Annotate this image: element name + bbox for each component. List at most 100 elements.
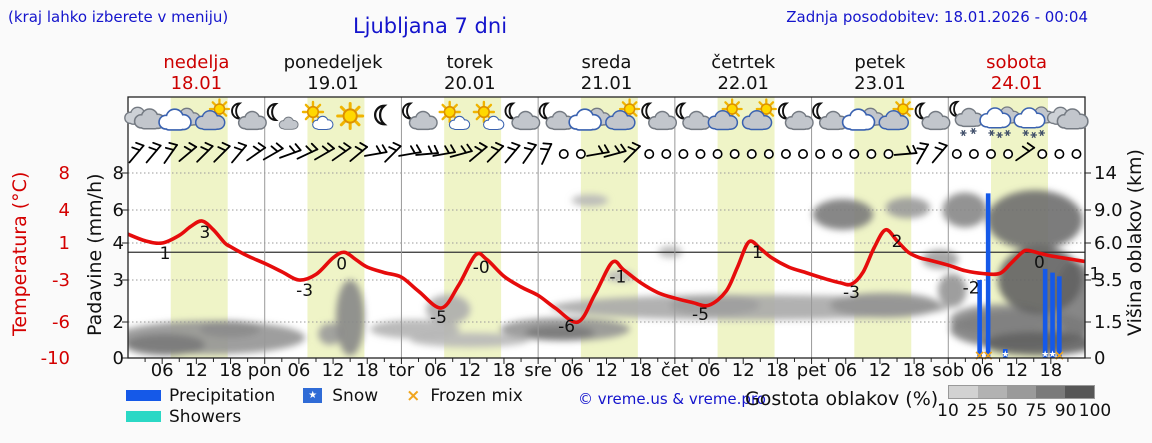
legend: Precipitation ★ Snow × Frozen mix Showers bbox=[126, 386, 551, 428]
wind-barb-icon bbox=[178, 142, 198, 162]
wind-barb-icon bbox=[603, 143, 627, 158]
cloud-density-tick-label: 100 bbox=[1078, 401, 1112, 421]
weather-icon-moon-cloud bbox=[778, 102, 814, 131]
wind-barb-icon bbox=[163, 142, 178, 164]
temp-value-label: -5 bbox=[430, 308, 447, 328]
temp-axis-tick: -6 bbox=[52, 312, 70, 333]
calm-wind-icon bbox=[695, 149, 706, 160]
calm-wind-icon bbox=[968, 149, 979, 160]
day-abbrev-label: pet bbox=[797, 360, 827, 381]
frozen-mix-legend-label: Frozen mix bbox=[430, 385, 523, 406]
temp-axis-tick: 8 bbox=[59, 163, 70, 184]
calm-wind-icon bbox=[866, 149, 877, 160]
temp-value-label: -0 bbox=[473, 258, 490, 278]
temp-value-label: -2 bbox=[963, 279, 980, 299]
temp-axis-tick: 4 bbox=[59, 200, 70, 221]
frozen-mix-icon: × bbox=[406, 385, 421, 406]
hour-label: 06 bbox=[971, 360, 994, 381]
hour-label: 18 bbox=[1039, 360, 1062, 381]
wind-barb-icon bbox=[1015, 142, 1036, 162]
wind-barb-icon bbox=[586, 144, 610, 157]
calm-wind-icon bbox=[986, 149, 997, 160]
temp-value-label: 3 bbox=[199, 223, 210, 243]
calm-wind-icon bbox=[558, 149, 569, 160]
cloud-density-segment bbox=[1036, 386, 1065, 398]
weather-icon-sun-cloud-small bbox=[472, 100, 505, 131]
weather-icon-sun-cloud-small bbox=[301, 100, 334, 131]
snow-swatch: ★ bbox=[303, 388, 323, 403]
weather-icon-cloud-blue bbox=[568, 107, 611, 131]
copyright-link[interactable]: © vreme.us & vreme.pro bbox=[578, 390, 766, 408]
hour-label: 12 bbox=[595, 360, 618, 381]
hour-label: 06 bbox=[834, 360, 857, 381]
temp-value-label: -3 bbox=[296, 281, 313, 301]
weather-icon-cloud-blue bbox=[841, 107, 885, 131]
frozen-mix-marker: × bbox=[974, 348, 986, 364]
hour-label: 12 bbox=[1005, 360, 1028, 381]
hour-label: 18 bbox=[629, 360, 652, 381]
hour-label: 18 bbox=[219, 360, 242, 381]
temp-value-label: 0 bbox=[336, 254, 347, 274]
temp-value-label: -6 bbox=[558, 317, 575, 337]
precip-axis-tick: 0 bbox=[113, 348, 124, 369]
snow-legend-label: Snow bbox=[332, 385, 379, 406]
day-date: 24.01 bbox=[991, 73, 1043, 94]
wind-barb-icon bbox=[469, 142, 488, 162]
hour-label: 12 bbox=[868, 360, 891, 381]
weather-icon-cloud-snow bbox=[979, 106, 1021, 139]
hour-label: 18 bbox=[766, 360, 789, 381]
wind-barb-icon bbox=[246, 142, 267, 162]
precipitation-legend-label: Precipitation bbox=[169, 385, 276, 406]
wind-barb-icon bbox=[364, 144, 388, 157]
calm-wind-icon bbox=[712, 149, 723, 160]
precip-bar bbox=[1057, 276, 1062, 358]
temp-axis-tick: -3 bbox=[52, 270, 70, 291]
hour-label: 12 bbox=[458, 360, 481, 381]
weather-icon-sun-cloud-small bbox=[438, 100, 471, 131]
wind-barb-icon bbox=[213, 141, 231, 163]
cloud-density-tick-label: 50 bbox=[995, 401, 1018, 421]
hour-label: 06 bbox=[151, 360, 174, 381]
temp-value-label: -3 bbox=[843, 283, 860, 303]
hour-label: 06 bbox=[698, 360, 721, 381]
wind-barb-icon bbox=[931, 141, 948, 164]
weather-icon-moon-cloud-snow bbox=[949, 100, 984, 137]
precip-axis-tick: 8 bbox=[113, 163, 124, 184]
day-abbrev-label: sob bbox=[932, 360, 964, 381]
day-name: četrtek bbox=[711, 52, 776, 73]
cloud-axis-tick: 14 bbox=[1094, 163, 1117, 184]
weather-icon-sun-cloud bbox=[605, 98, 641, 131]
hour-label: 12 bbox=[185, 360, 208, 381]
wind-barb-icon bbox=[398, 144, 422, 157]
calm-wind-icon bbox=[883, 149, 894, 160]
day-date: 21.01 bbox=[581, 73, 633, 94]
wind-barb-icon bbox=[145, 141, 162, 164]
precip-axis-tick: 3 bbox=[113, 270, 124, 291]
calm-wind-icon bbox=[678, 149, 689, 160]
weather-icon-moon-cloud bbox=[538, 102, 575, 131]
weather-icon-moon-cloud bbox=[402, 102, 438, 131]
calm-wind-icon bbox=[644, 149, 655, 160]
weather-icon-moon-cloud bbox=[812, 102, 848, 131]
calm-wind-icon bbox=[1071, 149, 1082, 160]
calm-wind-icon bbox=[780, 149, 791, 160]
wind-barb-icon bbox=[893, 144, 918, 156]
cloud-axis-tick: 1.5 bbox=[1094, 312, 1123, 333]
temp-value-label: 1 bbox=[160, 244, 171, 264]
cloud-axis-tick: 6.0 bbox=[1094, 233, 1123, 254]
day-name: torek bbox=[446, 52, 493, 73]
wind-barb-icon bbox=[349, 142, 369, 162]
snow-marker: ★ bbox=[1001, 350, 1009, 360]
day-date: 19.01 bbox=[307, 73, 359, 94]
calm-wind-icon bbox=[951, 149, 962, 160]
cloud-axis-tick: 0 bbox=[1094, 348, 1105, 369]
cloud-density-gradient-bar bbox=[948, 385, 1095, 399]
precip-axis-tick: 4 bbox=[113, 233, 124, 254]
cloud-density-tick-label: 90 bbox=[1054, 401, 1077, 421]
day-name: nedelja bbox=[163, 52, 229, 73]
precip-bar bbox=[1050, 272, 1055, 358]
calm-wind-icon bbox=[1003, 149, 1014, 160]
cloud-density-segment bbox=[1007, 386, 1036, 398]
temp-axis-tick: 1 bbox=[59, 233, 70, 254]
